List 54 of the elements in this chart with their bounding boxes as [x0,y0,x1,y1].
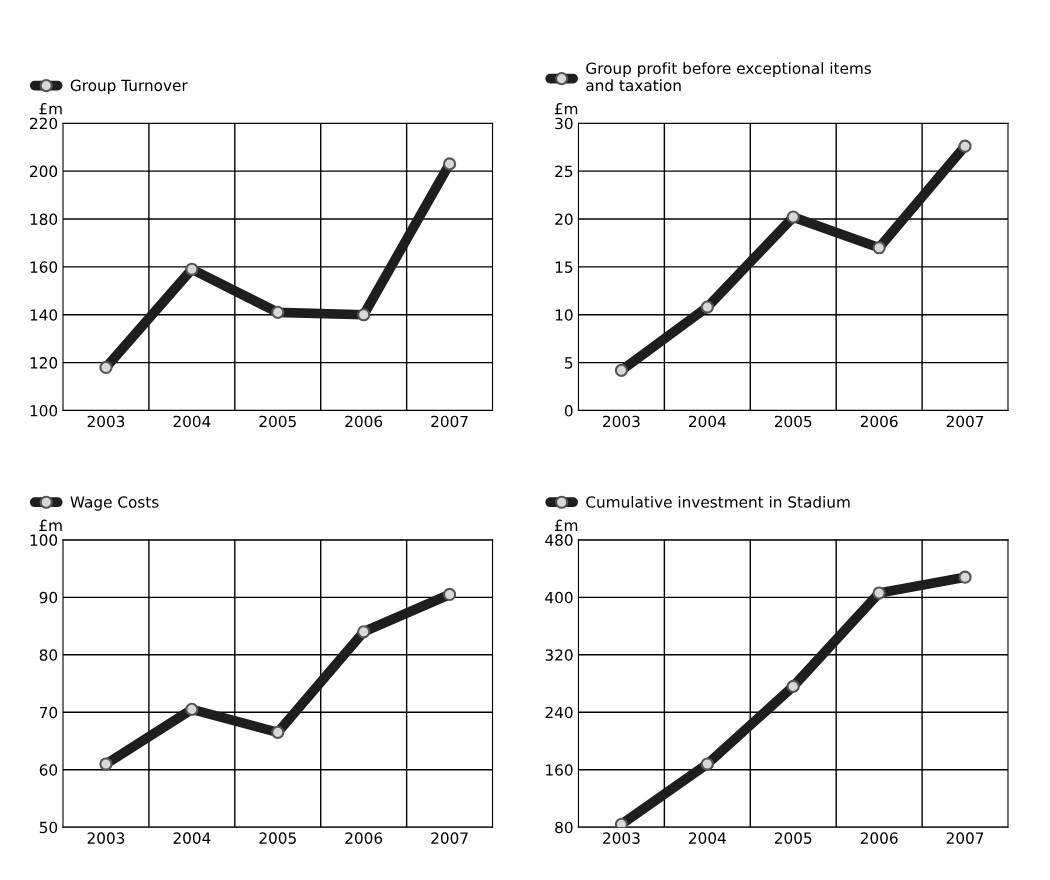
x-tick-label: 2005 [259,832,296,844]
y-tick-label: 10 [555,309,573,321]
x-tick-label: 2006 [860,832,898,844]
x-tick-label: 2007 [946,832,984,844]
x-tick-label: 2004 [173,832,211,844]
y-tick-label: 60 [39,764,58,776]
y-tick-label: 100 [30,534,58,546]
y-tick-label: 0 [564,405,573,417]
x-tick-label: 2004 [173,415,211,428]
y-tick-label: 30 [555,117,573,130]
y-tick-label: 160 [30,261,58,273]
legend-label: Group Turnover [70,79,188,95]
y-tick-label: 240 [545,706,573,719]
y-axis-title: £m [554,519,578,531]
x-tick-label: 2004 [689,832,726,844]
x-tick-label: 2006 [860,415,898,428]
x-tick-label: 2003 [87,832,125,844]
x-tick-label: 2005 [774,415,812,428]
y-tick-label: 50 [39,821,58,834]
y-axis-title: £m [554,102,578,115]
y-tick-label: 80 [39,649,58,661]
x-tick-label: 2007 [431,832,468,844]
y-tick-label: 160 [546,764,573,776]
y-tick-label: 15 [555,261,573,273]
x-tick-label: 2007 [946,415,984,428]
legend-label: Cumulative investment in Stadium [586,495,850,508]
y-tick-label: 20 [555,213,573,225]
y-tick-label: 200 [30,165,58,178]
legend-label: Group profit before exceptional items and taxation [586,62,872,92]
x-tick-label: 2005 [774,832,812,844]
y-tick-label: 480 [545,534,573,546]
x-tick-label: 2003 [603,415,640,428]
y-tick-label: 140 [30,309,58,321]
y-tick-label: 25 [555,165,573,178]
y-tick-label: 5 [565,357,573,369]
y-tick-label: 120 [30,357,58,369]
y-tick-label: 220 [30,117,58,130]
y-tick-label: 80 [555,821,573,834]
x-tick-label: 2007 [431,415,468,428]
x-tick-label: 2006 [345,832,383,844]
y-tick-label: 90 [39,591,58,604]
y-tick-label: 400 [545,591,573,604]
legend-label: Wage Costs [70,496,159,511]
y-tick-label: 100 [30,405,58,417]
x-tick-label: 2005 [259,415,296,428]
y-tick-label: 70 [39,706,58,719]
y-axis-title: £m [39,102,62,115]
y-axis-title: £m [39,519,62,531]
x-tick-label: 2006 [345,415,383,428]
y-tick-label: 320 [545,649,573,661]
x-tick-label: 2004 [689,415,726,428]
x-tick-label: 2003 [603,832,640,844]
x-tick-label: 2003 [87,415,125,428]
y-tick-label: 180 [30,213,58,225]
